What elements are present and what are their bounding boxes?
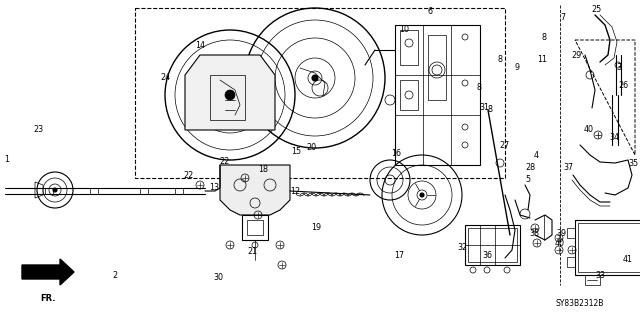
Text: 5: 5 xyxy=(525,175,531,184)
Text: 7: 7 xyxy=(561,13,566,23)
Text: 10: 10 xyxy=(399,26,409,34)
Bar xyxy=(45,188,53,194)
Polygon shape xyxy=(220,165,290,215)
Bar xyxy=(247,220,263,235)
Text: 24: 24 xyxy=(160,73,170,83)
Text: 34: 34 xyxy=(609,133,619,143)
Text: 27: 27 xyxy=(500,140,510,150)
Text: 28: 28 xyxy=(525,164,535,173)
Text: 2: 2 xyxy=(113,271,118,280)
Bar xyxy=(578,223,640,272)
Text: 41: 41 xyxy=(623,256,633,264)
Text: 4: 4 xyxy=(534,151,538,160)
Text: 22: 22 xyxy=(219,158,229,167)
Text: 36: 36 xyxy=(482,250,492,259)
Text: 8: 8 xyxy=(541,33,547,42)
Bar xyxy=(468,228,517,262)
Circle shape xyxy=(312,75,318,81)
Bar xyxy=(428,35,446,100)
Bar xyxy=(567,228,575,238)
Bar xyxy=(175,188,183,194)
Bar xyxy=(400,80,418,110)
Text: 12: 12 xyxy=(290,188,300,197)
Text: 8: 8 xyxy=(497,55,502,63)
Text: 33: 33 xyxy=(595,271,605,280)
Text: 40: 40 xyxy=(555,239,565,248)
Text: 32: 32 xyxy=(457,242,467,251)
Text: FR.: FR. xyxy=(40,294,56,303)
Text: 38: 38 xyxy=(529,228,539,238)
Bar xyxy=(575,220,640,275)
Text: 26: 26 xyxy=(618,80,628,90)
Polygon shape xyxy=(185,55,275,130)
Text: 21: 21 xyxy=(247,248,257,256)
Text: 20: 20 xyxy=(306,144,316,152)
Circle shape xyxy=(53,188,57,192)
Bar xyxy=(140,188,148,194)
Text: 1: 1 xyxy=(4,155,10,165)
Bar xyxy=(135,8,505,178)
Bar xyxy=(465,225,520,265)
Text: 14: 14 xyxy=(195,41,205,50)
Text: 37: 37 xyxy=(563,164,573,173)
Text: 18: 18 xyxy=(258,166,268,174)
Text: SY83B2312B: SY83B2312B xyxy=(555,299,604,308)
Text: 3: 3 xyxy=(616,63,621,71)
Bar xyxy=(585,275,600,285)
Text: 19: 19 xyxy=(311,224,321,233)
Text: 17: 17 xyxy=(394,250,404,259)
Text: 29: 29 xyxy=(571,51,581,61)
Circle shape xyxy=(420,193,424,197)
Text: 40: 40 xyxy=(584,125,594,135)
Text: 22: 22 xyxy=(183,170,193,180)
Text: 13: 13 xyxy=(209,182,219,191)
Bar xyxy=(242,215,268,240)
Text: 9: 9 xyxy=(515,63,520,72)
Text: 35: 35 xyxy=(628,159,638,167)
Text: 39: 39 xyxy=(556,229,566,239)
Text: 8: 8 xyxy=(488,106,493,115)
Text: 16: 16 xyxy=(391,149,401,158)
Bar xyxy=(90,188,98,194)
Text: 23: 23 xyxy=(33,125,43,135)
Text: 30: 30 xyxy=(213,273,223,283)
Text: 8: 8 xyxy=(477,84,481,93)
Text: 31: 31 xyxy=(479,103,489,113)
Bar xyxy=(400,30,418,65)
Text: 11: 11 xyxy=(537,56,547,64)
Polygon shape xyxy=(22,259,74,285)
Text: 25: 25 xyxy=(591,5,601,14)
Bar xyxy=(567,257,575,267)
Text: 15: 15 xyxy=(291,147,301,157)
Bar xyxy=(395,25,480,165)
Circle shape xyxy=(225,90,235,100)
Text: 6: 6 xyxy=(428,8,433,17)
